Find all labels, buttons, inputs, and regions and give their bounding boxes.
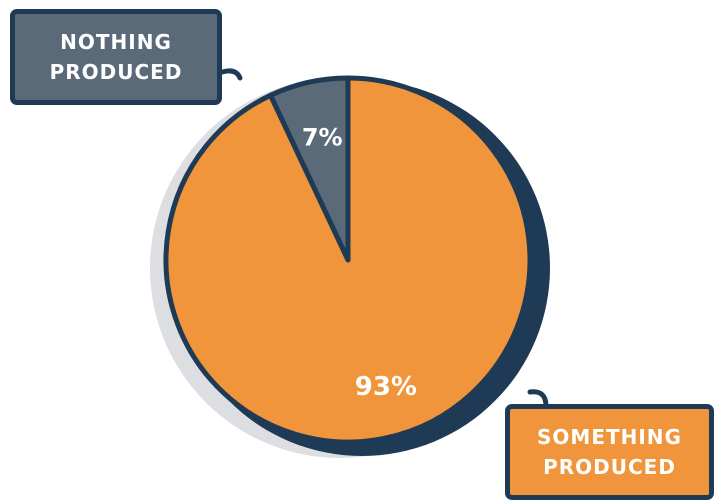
something-produced-connector (527, 389, 549, 409)
callout-line: PRODUCED (49, 60, 183, 84)
callout-line: NOTHING (60, 30, 172, 54)
slice-value-label: 7% (302, 124, 343, 152)
pie-slice-something-produced (163, 75, 533, 445)
something-produced-callout: SOMETHING PRODUCED (505, 404, 714, 500)
callout-line: PRODUCED (543, 455, 676, 479)
callout-line: SOMETHING (537, 425, 682, 449)
nothing-produced-callout: NOTHING PRODUCED (10, 9, 222, 105)
pie-slices (163, 75, 533, 445)
slice-value-label: 93% (355, 372, 417, 402)
pie-slice-labels: 7% 93% (302, 124, 417, 402)
nothing-produced-connector (219, 68, 243, 81)
